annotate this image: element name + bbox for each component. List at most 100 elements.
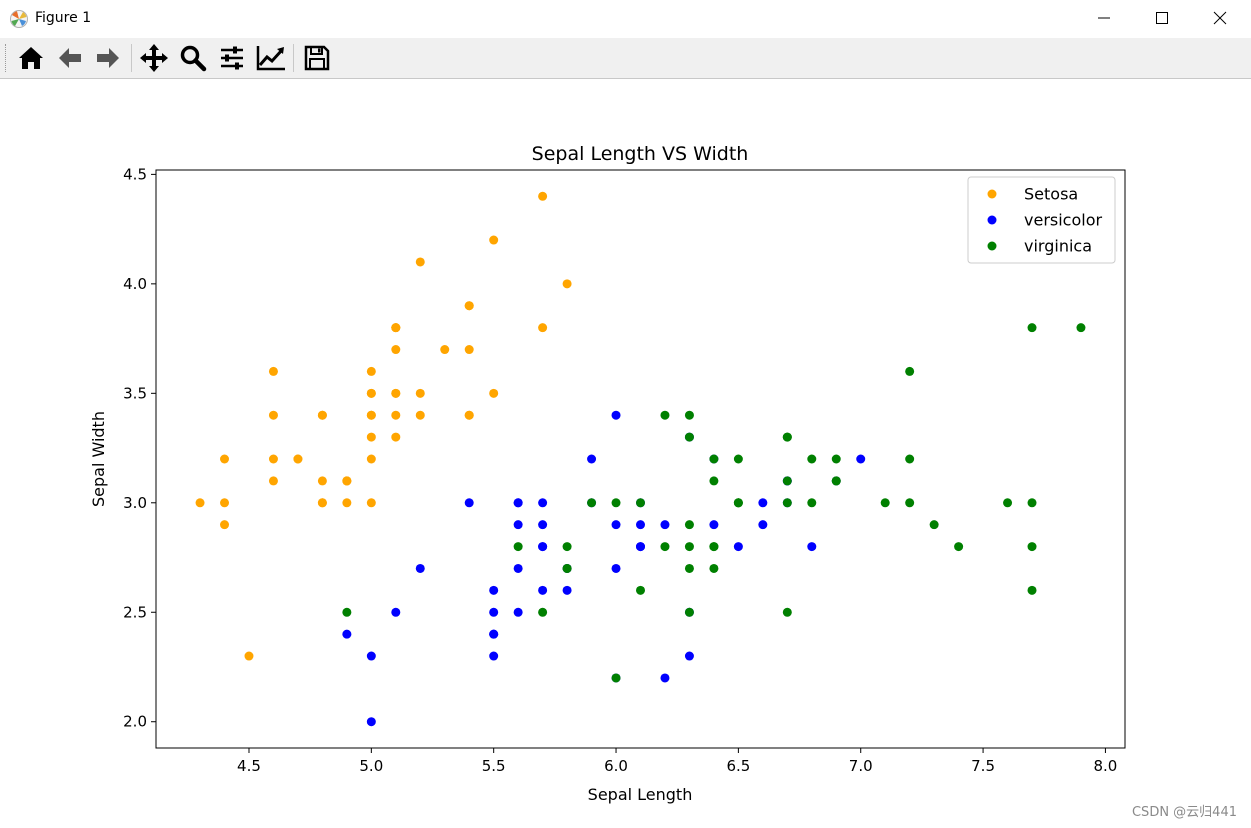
point-virginica [1027, 498, 1037, 508]
point-setosa [317, 410, 327, 420]
point-versicolor [366, 717, 376, 727]
y-tick-label: 2.5 [123, 603, 147, 621]
subplots-icon [221, 46, 243, 70]
point-versicolor [538, 498, 548, 508]
point-setosa [317, 476, 327, 486]
y-axis-label: Sepal Width [89, 411, 108, 507]
point-virginica [831, 476, 841, 486]
window-titlebar: Figure 1 [0, 0, 1251, 39]
point-setosa [538, 191, 548, 201]
point-virginica [684, 432, 694, 442]
point-setosa [366, 366, 376, 376]
point-versicolor [636, 520, 645, 530]
point-versicolor [342, 629, 352, 639]
point-versicolor [684, 651, 694, 661]
home-button[interactable] [14, 42, 48, 74]
forward-button[interactable] [91, 42, 125, 74]
point-virginica [831, 454, 841, 464]
point-virginica [684, 410, 694, 420]
y-tick-label: 4.0 [123, 275, 147, 293]
point-versicolor [660, 673, 670, 683]
point-virginica [562, 563, 572, 573]
legend-box [967, 176, 1116, 264]
toolbar-grip [5, 44, 8, 72]
point-virginica [782, 498, 792, 508]
point-versicolor [513, 498, 523, 508]
save-icon [304, 45, 330, 71]
point-versicolor [587, 454, 597, 464]
point-virginica [954, 542, 964, 552]
point-setosa [195, 498, 205, 508]
point-virginica [611, 673, 621, 683]
point-setosa [391, 388, 401, 398]
chart-legend: Setosa versicolor virginica [967, 176, 1116, 264]
point-virginica [1003, 498, 1013, 508]
point-setosa [366, 454, 376, 464]
point-virginica [1027, 542, 1037, 552]
point-versicolor [611, 520, 621, 530]
point-setosa [562, 279, 572, 289]
minimize-button[interactable] [1075, 0, 1133, 36]
point-virginica [684, 520, 694, 530]
point-versicolor [611, 563, 621, 573]
point-versicolor [464, 498, 474, 508]
point-versicolor [513, 520, 523, 530]
point-virginica [880, 498, 890, 508]
point-versicolor [611, 410, 621, 420]
point-setosa [538, 323, 548, 333]
point-versicolor [513, 563, 523, 573]
point-virginica [709, 542, 719, 552]
point-virginica [684, 563, 694, 573]
point-versicolor [807, 542, 817, 552]
x-axis-ticks: 4.5 5.0 5.5 6.0 6.5 7.0 7.5 8.0 [237, 748, 1117, 775]
point-setosa [391, 410, 401, 420]
maximize-button[interactable] [1133, 0, 1191, 36]
edit-axes-button[interactable] [254, 42, 288, 74]
point-versicolor [758, 498, 768, 508]
point-versicolor [513, 607, 523, 617]
matplotlib-app-icon [10, 10, 28, 28]
pan-icon [140, 44, 168, 72]
point-versicolor [489, 607, 499, 617]
point-setosa [268, 476, 278, 486]
point-versicolor [538, 520, 548, 530]
point-virginica [684, 607, 694, 617]
save-button[interactable] [300, 42, 334, 74]
plot-area-frame [155, 169, 1126, 749]
home-icon [19, 47, 43, 69]
y-tick-label: 3.5 [123, 384, 147, 402]
point-virginica [733, 498, 743, 508]
back-button[interactable] [53, 42, 87, 74]
x-tick-label: 5.0 [359, 757, 383, 775]
x-tick-label: 7.5 [971, 757, 995, 775]
legend-marker-setosa [987, 189, 997, 199]
point-setosa [415, 257, 425, 267]
point-versicolor [538, 585, 548, 595]
point-setosa [366, 498, 376, 508]
zoom-button[interactable] [176, 42, 210, 74]
point-virginica [660, 542, 670, 552]
point-versicolor [636, 542, 645, 552]
figure-canvas[interactable]: Sepal Length VS Width Sepal Length Sepal… [0, 79, 1251, 828]
point-setosa [366, 432, 376, 442]
minimize-icon [1098, 17, 1110, 19]
subplots-button[interactable] [215, 42, 249, 74]
window-title: Figure 1 [35, 10, 92, 26]
point-setosa [464, 301, 474, 311]
point-setosa [415, 410, 425, 420]
point-setosa [342, 498, 352, 508]
pan-button[interactable] [137, 42, 171, 74]
close-button[interactable] [1191, 0, 1249, 36]
x-tick-label: 4.5 [237, 757, 261, 775]
x-tick-label: 8.0 [1093, 757, 1117, 775]
point-virginica [1076, 323, 1086, 333]
point-setosa [268, 454, 278, 464]
point-virginica [807, 498, 817, 508]
point-setosa [317, 498, 327, 508]
point-virginica [611, 498, 621, 508]
legend-label-setosa: Setosa [1024, 185, 1078, 204]
point-virginica [709, 563, 719, 573]
point-versicolor [758, 520, 768, 530]
point-virginica [929, 520, 939, 530]
y-tick-label: 4.5 [123, 165, 147, 183]
